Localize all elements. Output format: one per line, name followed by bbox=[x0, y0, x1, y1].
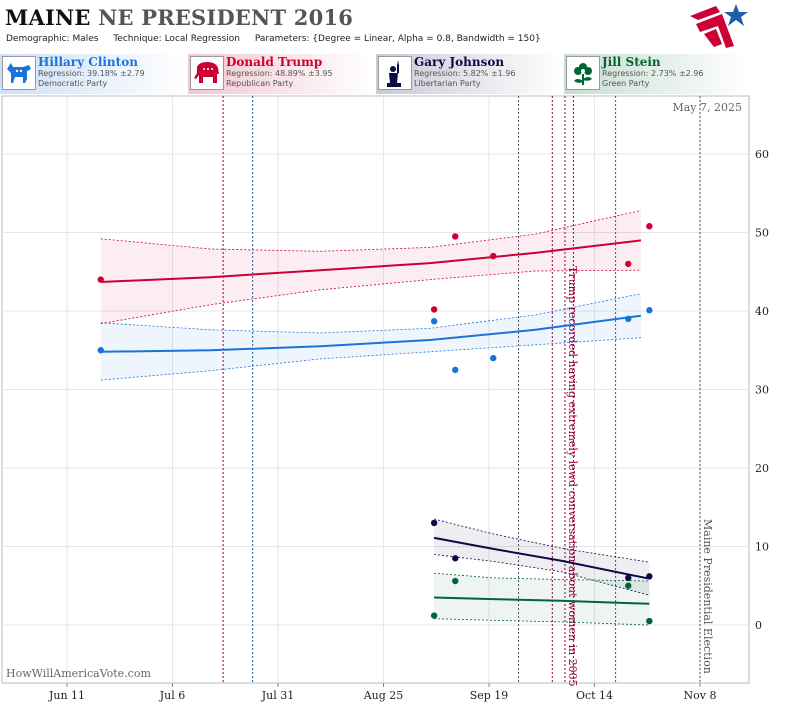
page-title: MAINE NE PRESIDENT 2016 bbox=[5, 5, 353, 30]
candidate-party: Republican Party bbox=[226, 79, 294, 88]
date-stamp: May 7, 2025 bbox=[672, 101, 742, 114]
liberty-statue-icon bbox=[378, 56, 412, 90]
y-tick-label: 50 bbox=[755, 227, 769, 240]
parameters-value: {Degree = Linear, Alpha = 0.8, Bandwidth… bbox=[312, 34, 541, 44]
lower-bound-line bbox=[100, 269, 641, 324]
poll-point bbox=[452, 577, 459, 585]
poll-point bbox=[646, 307, 653, 314]
poll-point bbox=[490, 354, 497, 362]
candidate-party: Green Party bbox=[602, 79, 650, 88]
y-tick-label: 30 bbox=[755, 384, 769, 397]
candidate-name: Jill Stein bbox=[602, 55, 661, 69]
donkey-icon bbox=[2, 56, 36, 90]
candidate-card-stein: Jill Stein Regression: 2.73% ±2.96 Green… bbox=[564, 54, 750, 94]
event-label: Maine Presidential Election bbox=[701, 519, 714, 674]
candidate-name: Hillary Clinton bbox=[38, 55, 138, 69]
poll-point bbox=[452, 233, 459, 240]
y-tick-label: 40 bbox=[755, 305, 769, 318]
x-tick-label: Oct 14 bbox=[576, 689, 613, 702]
watermark: HowWillAmericaVote.com bbox=[6, 667, 151, 680]
upper-bound-line bbox=[434, 572, 650, 582]
poll-point bbox=[646, 573, 653, 580]
elephant-icon bbox=[190, 56, 224, 90]
poll-point bbox=[646, 617, 653, 625]
regression-line bbox=[433, 536, 650, 580]
regression-line bbox=[100, 314, 642, 353]
y-tick-label: 10 bbox=[755, 541, 769, 554]
lower-bound-line bbox=[434, 618, 650, 626]
poll-point bbox=[97, 276, 104, 283]
poll-point bbox=[490, 252, 497, 260]
poll-point bbox=[430, 519, 438, 527]
x-tick-label: Aug 25 bbox=[363, 689, 404, 702]
event-label: Trump recorded having extremely lewd con… bbox=[566, 266, 579, 687]
poll-point bbox=[625, 260, 632, 268]
x-tick-label: Jul 31 bbox=[261, 689, 295, 702]
technique-value: Local Regression bbox=[164, 34, 240, 44]
candidate-card-trump: Donald Trump Regression: 48.89% ±3.95 Re… bbox=[188, 54, 374, 94]
candidate-party: Democratic Party bbox=[38, 79, 108, 88]
title-state: MAINE bbox=[5, 5, 91, 30]
regression-line bbox=[100, 239, 642, 283]
header: MAINE NE PRESIDENT 2016 Demographic: Mal… bbox=[0, 0, 789, 50]
x-tick-label: Jul 6 bbox=[159, 689, 186, 702]
flower-icon bbox=[566, 56, 600, 90]
x-tick-label: Jun 11 bbox=[48, 689, 85, 702]
x-tick-label: Nov 8 bbox=[684, 689, 717, 702]
lower-bound-line bbox=[434, 554, 650, 596]
demographic-value: Males bbox=[72, 34, 99, 44]
confidence-band bbox=[100, 293, 641, 381]
poll-point bbox=[430, 612, 438, 619]
candidate-legend: Hillary Clinton Regression: 39.18% ±2.79… bbox=[0, 54, 789, 94]
technique-label: Technique: bbox=[113, 34, 162, 44]
star-logo-icon bbox=[690, 4, 748, 48]
candidate-party: Libertarian Party bbox=[414, 79, 481, 88]
poll-point bbox=[625, 574, 632, 582]
x-tick-label: Sep 19 bbox=[470, 689, 509, 702]
parameters-label: Parameters: bbox=[254, 34, 310, 44]
demographic-label: Demographic: bbox=[6, 34, 70, 44]
poll-point bbox=[430, 306, 438, 313]
parameter-line: Demographic: Males Technique: Local Regr… bbox=[6, 34, 541, 44]
y-tick-label: 20 bbox=[755, 462, 769, 475]
confidence-band bbox=[434, 573, 650, 625]
candidate-regression: Regression: 39.18% ±2.79 bbox=[38, 69, 145, 78]
candidate-regression: Regression: 2.73% ±2.96 bbox=[602, 69, 704, 78]
poll-point bbox=[625, 582, 632, 589]
lower-bound-line bbox=[100, 337, 641, 381]
poll-point bbox=[430, 318, 438, 325]
poll-point bbox=[625, 315, 632, 323]
y-tick-label: 0 bbox=[755, 619, 762, 632]
candidate-regression: Regression: 5.82% ±1.96 bbox=[414, 69, 516, 78]
poll-point bbox=[646, 223, 653, 230]
candidate-name: Donald Trump bbox=[226, 55, 323, 69]
candidate-card-johnson: Gary Johnson Regression: 5.82% ±1.96 Lib… bbox=[376, 54, 562, 94]
poll-point bbox=[452, 555, 459, 562]
y-tick-label: 60 bbox=[755, 148, 769, 161]
candidate-name: Gary Johnson bbox=[414, 55, 505, 69]
candidate-regression: Regression: 48.89% ±3.95 bbox=[226, 69, 333, 78]
regression-line bbox=[434, 596, 650, 605]
upper-bound-line bbox=[100, 293, 641, 334]
poll-point bbox=[97, 347, 104, 354]
candidate-card-clinton: Hillary Clinton Regression: 39.18% ±2.79… bbox=[0, 54, 186, 94]
poll-point bbox=[452, 366, 459, 374]
title-rest: NE PRESIDENT 2016 bbox=[98, 5, 354, 30]
